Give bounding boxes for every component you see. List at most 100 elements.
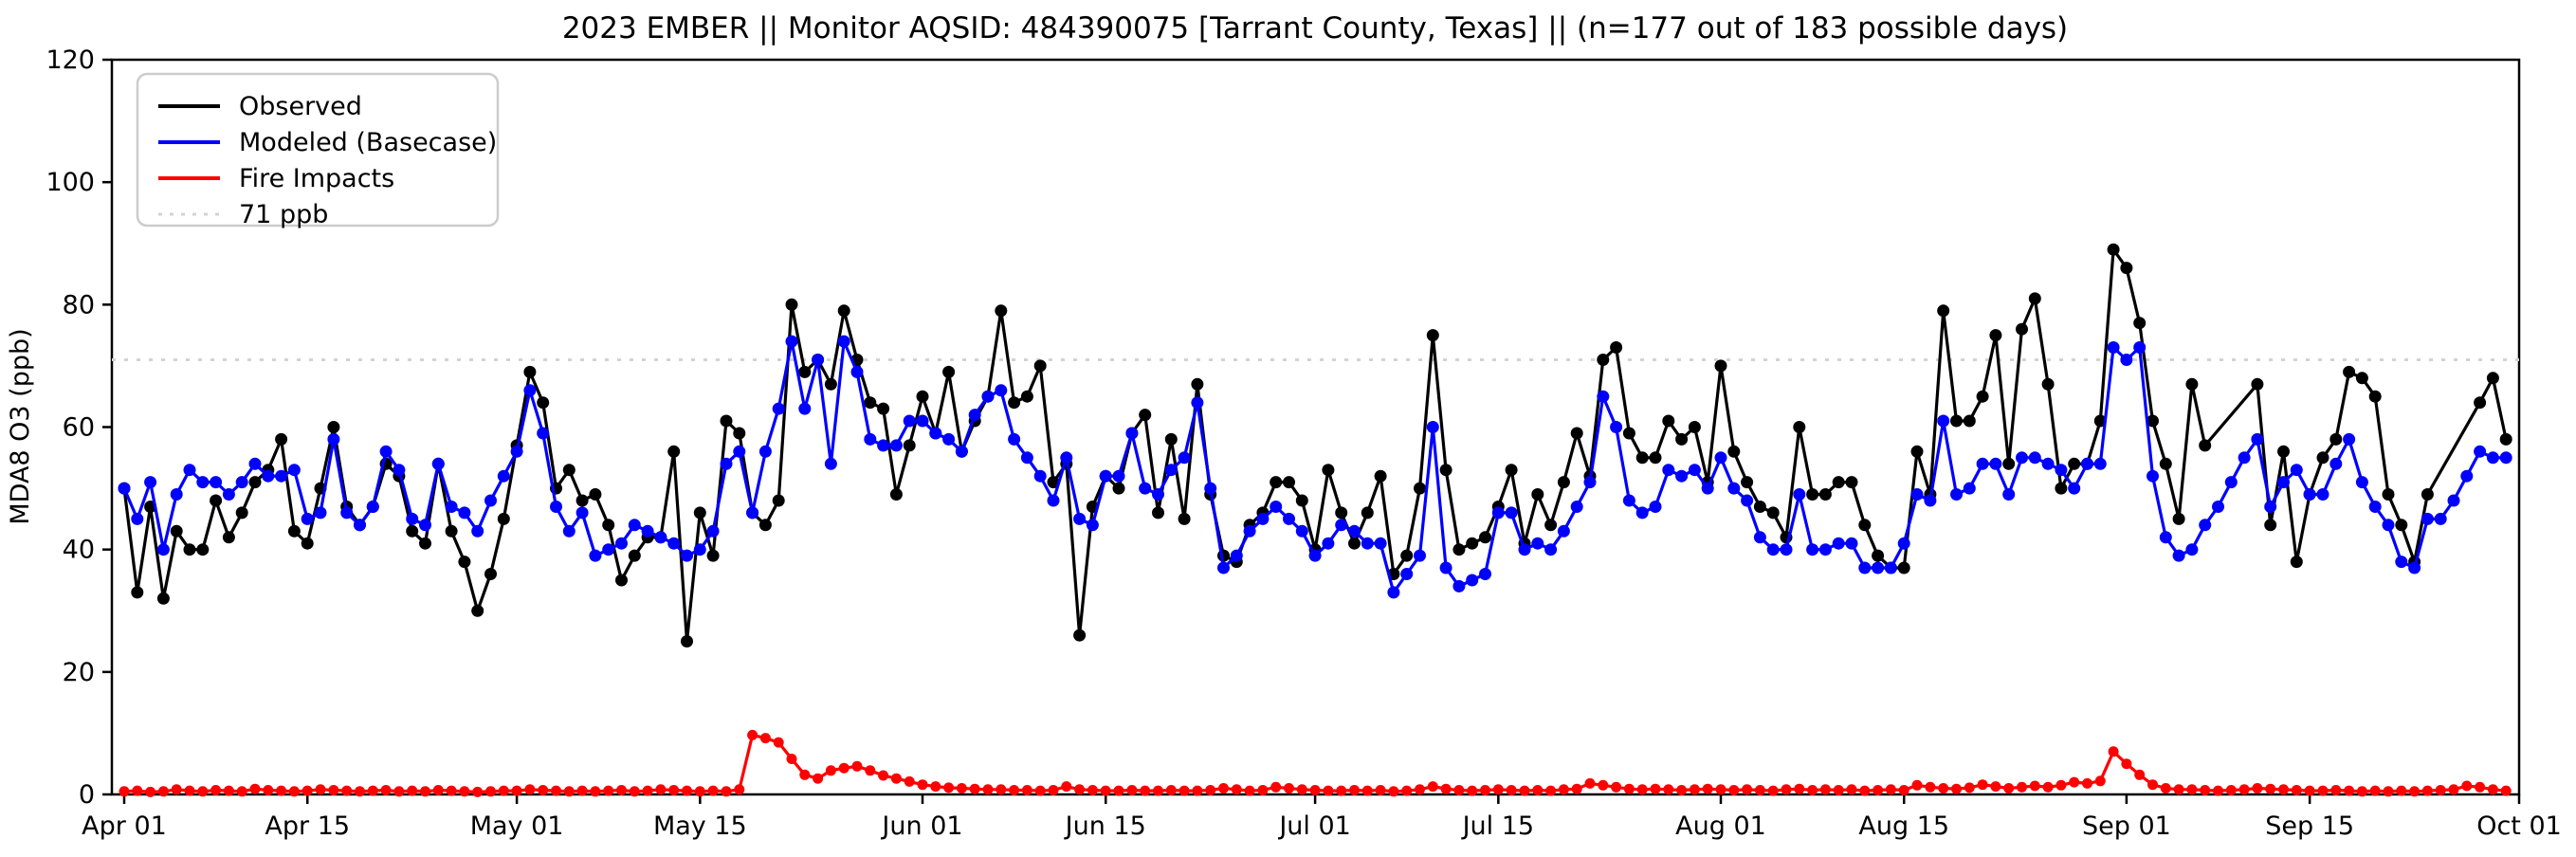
modeled-basecase-point (1544, 543, 1558, 556)
modeled-basecase-point (1283, 512, 1295, 525)
observed-point (1806, 488, 1819, 501)
legend-box: Observed Modeled (Basecase) Fire Impacts… (136, 72, 500, 229)
modeled-basecase-point (1675, 469, 1689, 483)
modeled-basecase-point (955, 445, 968, 458)
modeled-basecase-point (1583, 476, 1597, 489)
fire-impacts-point (838, 762, 850, 774)
fire-impacts-point (1754, 785, 1765, 795)
observed-point (419, 537, 431, 550)
fire-impacts-point (917, 779, 928, 791)
fire-impacts-point (132, 785, 143, 796)
modeled-basecase-point (1348, 524, 1361, 538)
y-tick-label: 0 (79, 780, 95, 810)
fire-impacts-point (393, 786, 405, 797)
x-tick-label: Apr 01 (82, 811, 167, 841)
observed-point (222, 531, 235, 544)
observed-point (1858, 519, 1872, 532)
observed-point (2395, 519, 2408, 532)
observed-point (1937, 304, 1950, 318)
observed-point (1178, 512, 1191, 525)
modeled-basecase-point (2447, 494, 2460, 507)
modeled-basecase-point (406, 512, 419, 525)
modeled-basecase-point (1361, 537, 1374, 550)
fire-impacts-point (236, 786, 247, 797)
modeled-basecase-point (419, 519, 431, 532)
fire-impacts-point (930, 781, 941, 793)
observed-point (2028, 292, 2041, 305)
modeled-basecase-point (1152, 488, 1164, 501)
modeled-basecase-point (131, 512, 144, 525)
x-tick-label: Jun 15 (1064, 811, 1146, 841)
fire-impacts-point (1977, 779, 1988, 791)
observed-point (693, 506, 706, 520)
fire-impacts-point (655, 784, 667, 795)
modeled-basecase-point (1780, 543, 1793, 556)
observed-point (2107, 243, 2120, 256)
axis-ticks (102, 58, 2521, 804)
modeled-basecase-point (1597, 390, 1610, 403)
observed-point (1832, 476, 1845, 489)
fire-impacts-point (1309, 785, 1321, 795)
modeled-basecase-point (2041, 457, 2055, 470)
x-tick-label: May 01 (470, 811, 564, 841)
modeled-basecase-point (118, 482, 131, 495)
fire-impacts-point (2042, 781, 2054, 793)
fire-impacts-point (2160, 783, 2171, 793)
fire-impacts-point (1859, 785, 1871, 796)
fire-impacts-point (1819, 784, 1831, 795)
fire-impacts-point (1257, 785, 1269, 795)
fire-impacts-point (2461, 780, 2473, 792)
fire-impacts-point (1388, 786, 1399, 797)
fire-impacts-point (1113, 785, 1124, 796)
fire-impacts-point (694, 786, 705, 797)
x-tick-label: Jul 01 (1277, 811, 1351, 841)
observed-point (1610, 341, 1623, 354)
observed-point (889, 488, 903, 501)
modeled-basecase-point (2002, 488, 2016, 501)
modeled-basecase-point (1858, 561, 1872, 574)
observed-point (2068, 457, 2081, 470)
modeled-basecase-point (2355, 476, 2368, 489)
modeled-basecase-series (118, 335, 2512, 599)
modeled-basecase-point (1099, 469, 1112, 483)
fire-impacts-point (2017, 781, 2027, 793)
fire-impacts-point (223, 785, 234, 796)
x-tick-label: Aug 01 (1675, 811, 1766, 841)
fire-impacts-point (1584, 777, 1596, 789)
fire-impacts-point (2330, 785, 2342, 795)
modeled-basecase-point (942, 432, 956, 446)
observed-point (1164, 432, 1178, 446)
observed-point (903, 439, 916, 452)
fire-impacts-point (1925, 781, 1936, 793)
fire-impacts-point (145, 786, 156, 797)
fire-impacts-point (157, 786, 169, 797)
modeled-basecase-point (1414, 549, 1426, 562)
observed-point (1191, 377, 1204, 391)
modeled-basecase-point (2055, 464, 2068, 477)
observed-point (1139, 409, 1152, 422)
observed-point (2199, 439, 2212, 452)
fire-impacts-point (2409, 786, 2421, 797)
fire-impacts-point (1021, 785, 1032, 795)
modeled-basecase-point (327, 432, 340, 446)
modeled-basecase-point (746, 506, 759, 520)
fire-impacts-point (341, 785, 353, 796)
fire-impacts-point (2003, 783, 2015, 793)
modeled-basecase-point (366, 501, 379, 513)
modeled-basecase-point (2107, 341, 2120, 354)
observed-point (1872, 549, 1885, 562)
x-tick-label: Apr 15 (265, 811, 350, 841)
modeled-basecase-point (2264, 501, 2277, 513)
fire-impacts-point (249, 783, 261, 794)
modeled-basecase-point (431, 457, 445, 470)
fire-impacts-point (1636, 784, 1648, 795)
fire-impacts-point (1689, 784, 1700, 795)
fire-impacts-point (2383, 786, 2394, 797)
fire-impacts-point (288, 786, 300, 797)
observed-point (1675, 432, 1689, 446)
observed-point (2474, 396, 2487, 410)
observed-point (628, 549, 641, 562)
modeled-basecase-point (471, 524, 484, 538)
